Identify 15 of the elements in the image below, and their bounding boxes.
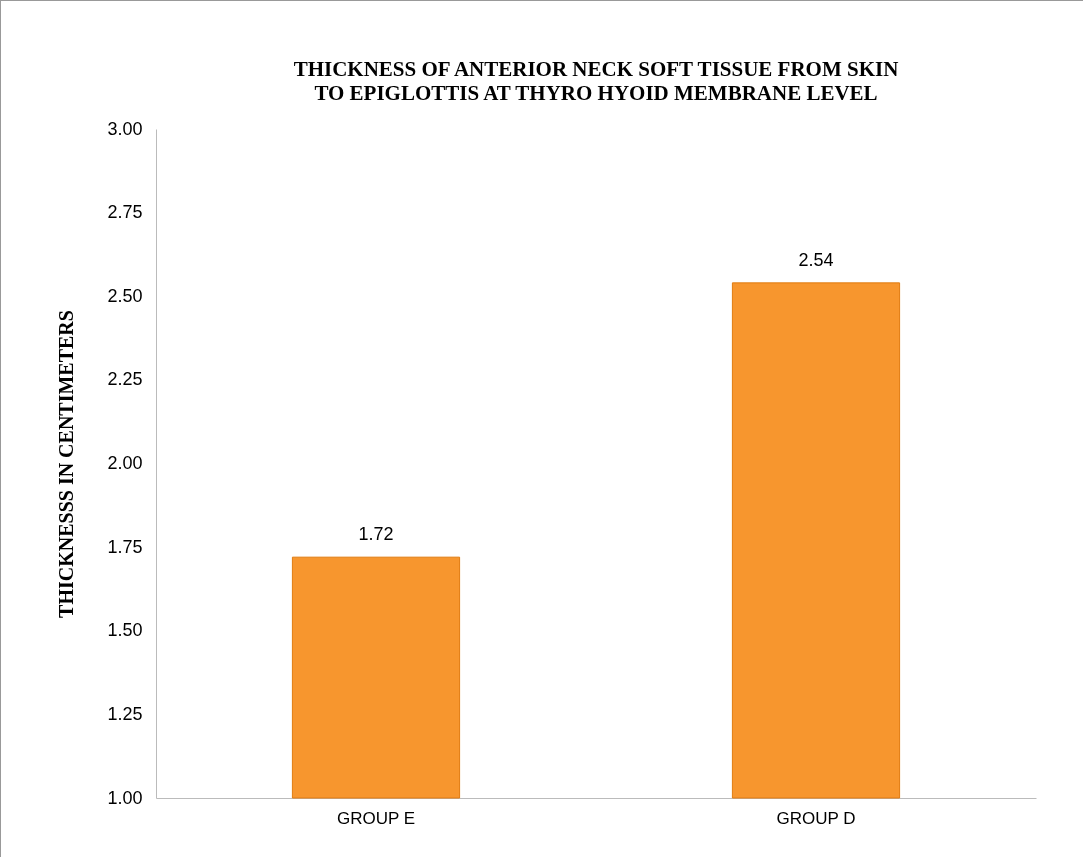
x-tick-label: GROUP E xyxy=(336,808,416,828)
y-tick-label: 2.25 xyxy=(107,369,143,390)
x-tick-label: GROUP D xyxy=(776,808,856,828)
y-tick-label: 1.75 xyxy=(107,536,143,557)
y-tick-label: 1.25 xyxy=(107,703,143,724)
chart-title: THICKNESS OF ANTERIOR NECK SOFT TISSUE FROM SKIN TO EPIGLOTTIS AT THYRO HYOID MEMBRANE LEVEL xyxy=(293,57,899,105)
y-tick-label: 1.50 xyxy=(107,620,143,641)
data-label: 1.72 xyxy=(358,524,394,545)
y-axis-title: THICKNESSS IN CENTIMETERS xyxy=(55,310,78,618)
y-tick-label: 3.00 xyxy=(107,118,143,139)
data-label: 2.54 xyxy=(798,249,834,270)
y-tick-label: 1.00 xyxy=(107,787,143,808)
y-tick-label: 2.75 xyxy=(107,202,143,223)
y-tick-label: 2.50 xyxy=(107,285,143,306)
y-tick-label: 2.00 xyxy=(107,453,143,473)
